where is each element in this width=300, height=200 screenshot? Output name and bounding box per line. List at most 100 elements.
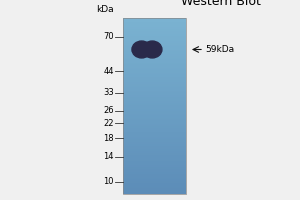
Bar [123,123,186,124]
Bar [123,147,186,148]
Bar [123,178,186,179]
Bar [123,159,186,160]
Bar [123,149,186,150]
Bar [123,102,186,103]
Bar [123,21,186,22]
Bar [123,86,186,87]
Bar [123,165,186,166]
Text: 14: 14 [103,152,114,161]
Bar [123,174,186,175]
Bar [123,42,186,43]
Bar [123,131,186,132]
Bar [123,116,186,117]
Bar [123,73,186,74]
Bar [123,82,186,83]
Bar [123,152,186,153]
Bar [123,79,186,80]
Bar [123,124,186,125]
Bar [123,185,186,186]
Bar [123,100,186,101]
Bar [123,95,186,96]
Text: 10: 10 [103,177,114,186]
Bar [123,91,186,92]
Bar [123,47,186,48]
Bar [123,65,186,66]
Bar [123,64,186,65]
Bar [123,45,186,46]
Bar [123,183,186,184]
Bar [123,188,186,189]
Bar [123,122,186,123]
Bar [123,56,186,57]
Bar [123,78,186,79]
Bar [123,190,186,191]
Bar [123,192,186,193]
Bar [123,114,186,115]
Bar [123,128,186,129]
Bar [123,54,186,55]
Bar [123,193,186,194]
Bar [123,103,186,104]
Bar [123,28,186,29]
Text: 59kDa: 59kDa [206,45,235,54]
Bar [123,58,186,59]
Bar [123,120,186,121]
Bar [123,162,186,163]
Bar [123,85,186,86]
Bar [123,115,186,116]
Bar [123,177,186,178]
Bar [123,140,186,141]
Bar [123,46,186,47]
Bar [123,157,186,158]
Bar [123,109,186,110]
Bar [123,83,186,84]
Bar [123,127,186,128]
Bar [123,151,186,152]
Bar [123,101,186,102]
Bar [123,164,186,165]
Bar [123,38,186,39]
Bar [123,22,186,23]
Bar [123,182,186,183]
Bar [123,67,186,68]
Bar [123,154,186,155]
Bar [123,18,186,194]
Bar [123,33,186,34]
Bar [123,141,186,142]
Bar [123,80,186,81]
Bar [123,60,186,61]
Bar [123,138,186,139]
Text: 22: 22 [103,119,114,128]
Bar [123,72,186,73]
Bar [123,62,186,63]
Bar [123,130,186,131]
Bar [123,57,186,58]
Bar [123,52,186,53]
Bar [123,61,186,62]
Bar [123,36,186,37]
Bar [123,117,186,118]
Bar [123,81,186,82]
Ellipse shape [132,41,152,58]
Bar [123,41,186,42]
Bar [123,113,186,114]
Bar [123,23,186,24]
Bar [123,144,186,145]
Bar [123,97,186,98]
Bar [123,69,186,70]
Text: kDa: kDa [96,5,114,14]
Bar [123,143,186,144]
Bar [123,98,186,99]
Bar [123,169,186,170]
Bar [123,146,186,147]
Bar [123,186,186,187]
Bar [123,181,186,182]
Bar [123,189,186,190]
Bar [123,161,186,162]
Bar [123,112,186,113]
Bar [123,20,186,21]
Bar [123,134,186,135]
Bar [123,184,186,185]
Bar [123,175,186,176]
Bar [123,187,186,188]
